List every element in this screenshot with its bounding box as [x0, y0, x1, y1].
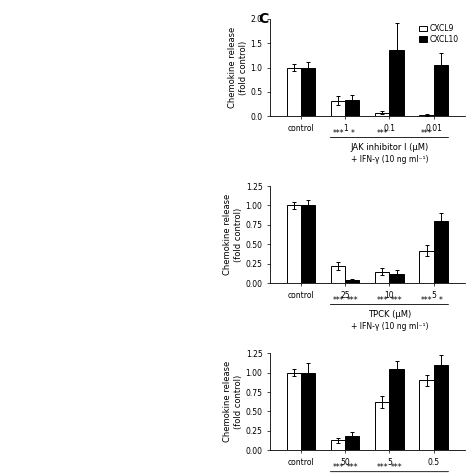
Bar: [345, 436, 359, 450]
Bar: [301, 373, 315, 450]
Bar: [419, 380, 434, 450]
Text: ***: ***: [391, 296, 402, 305]
Bar: [331, 100, 345, 116]
Text: TPCK (μM): TPCK (μM): [368, 310, 411, 319]
Text: ***: ***: [376, 296, 388, 305]
Y-axis label: Chemokine release
(fold control): Chemokine release (fold control): [228, 27, 247, 108]
Bar: [390, 274, 403, 283]
Bar: [331, 266, 345, 283]
Bar: [287, 373, 301, 450]
Text: ***: ***: [421, 296, 432, 305]
Text: + IFN-γ (10 ng ml⁻¹): + IFN-γ (10 ng ml⁻¹): [351, 322, 428, 331]
Y-axis label: Chemokine release
(fold control): Chemokine release (fold control): [223, 361, 243, 442]
Bar: [434, 221, 448, 283]
Text: ***: ***: [332, 463, 344, 472]
Text: C: C: [258, 12, 269, 26]
Text: *: *: [439, 296, 443, 305]
Bar: [287, 67, 301, 116]
Text: ***: ***: [332, 129, 344, 138]
Bar: [287, 206, 301, 283]
Text: JAK inhibitor I (μM): JAK inhibitor I (μM): [350, 143, 428, 152]
Bar: [419, 115, 434, 116]
Bar: [301, 206, 315, 283]
Bar: [390, 369, 403, 450]
Text: ***: ***: [332, 296, 344, 305]
Text: + IFN-γ (10 ng ml⁻¹): + IFN-γ (10 ng ml⁻¹): [351, 155, 428, 164]
Text: *: *: [350, 129, 354, 138]
Bar: [345, 280, 359, 283]
Bar: [301, 67, 315, 116]
Text: ***: ***: [346, 296, 358, 305]
Bar: [434, 365, 448, 450]
Legend: CXCL9, CXCL10: CXCL9, CXCL10: [418, 23, 461, 46]
Bar: [345, 100, 359, 116]
Bar: [390, 50, 403, 116]
Text: ***: ***: [376, 129, 388, 138]
Bar: [419, 251, 434, 283]
Bar: [331, 440, 345, 450]
Bar: [375, 113, 390, 116]
Text: ***: ***: [391, 463, 402, 472]
Bar: [375, 272, 390, 283]
Bar: [434, 65, 448, 116]
Y-axis label: Chemokine release
(fold control): Chemokine release (fold control): [223, 194, 243, 275]
Text: ***: ***: [346, 463, 358, 472]
Text: ***: ***: [421, 129, 432, 138]
Bar: [375, 402, 390, 450]
Text: ***: ***: [376, 463, 388, 472]
